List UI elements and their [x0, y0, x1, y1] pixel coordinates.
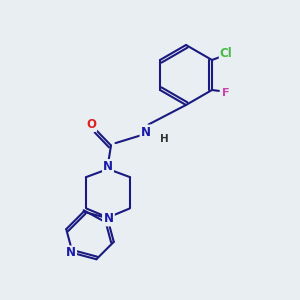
Text: N: N: [103, 212, 113, 226]
Text: Cl: Cl: [220, 46, 232, 60]
Text: N: N: [103, 160, 113, 173]
Text: N: N: [140, 125, 151, 139]
Text: N: N: [66, 246, 76, 260]
Text: F: F: [222, 88, 230, 98]
Text: O: O: [86, 118, 96, 131]
Text: N: N: [104, 212, 114, 225]
Text: H: H: [160, 134, 169, 144]
